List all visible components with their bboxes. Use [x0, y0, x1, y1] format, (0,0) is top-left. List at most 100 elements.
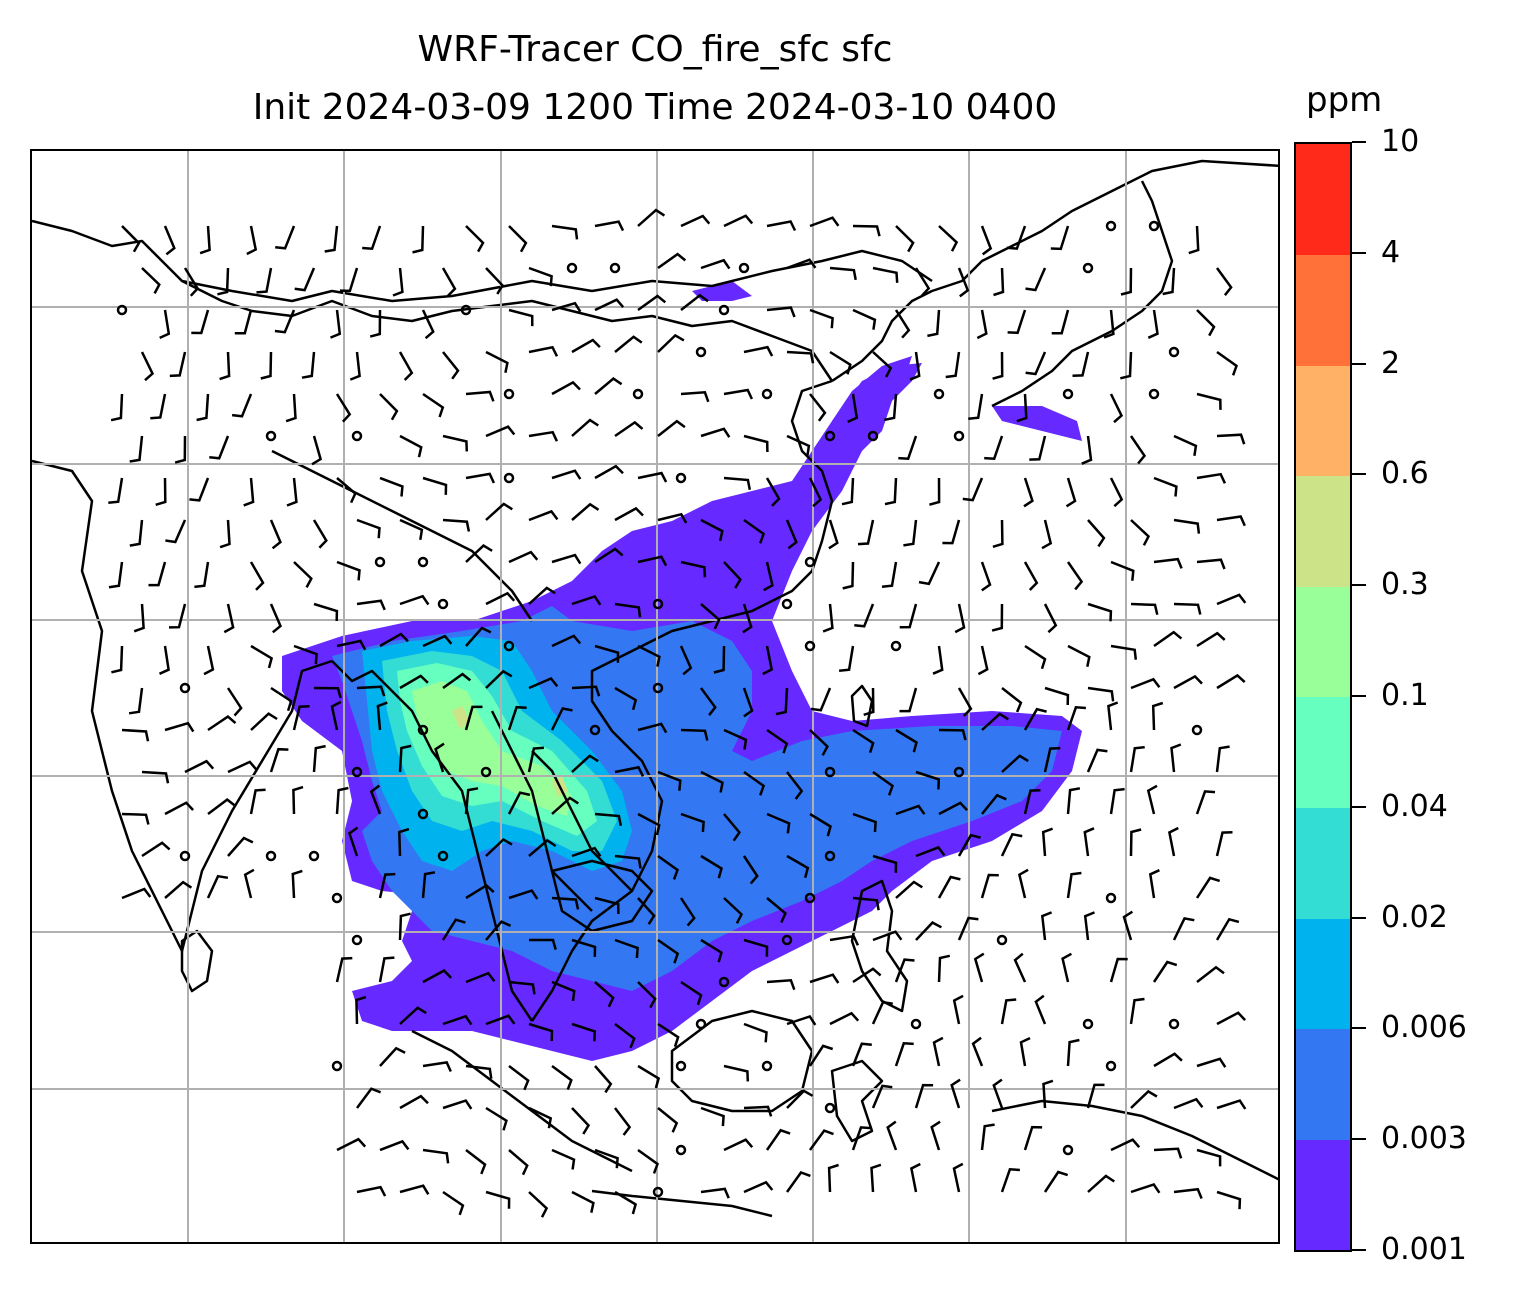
wind-barb	[992, 1078, 1004, 1109]
wind-barb	[441, 267, 457, 297]
coastline-india	[32, 459, 333, 953]
wind-barb	[637, 1064, 661, 1089]
wind-barb	[829, 266, 857, 281]
calm-wind-marker	[718, 304, 730, 316]
wind-barb	[571, 502, 600, 521]
colorbar-tick-label: 10	[1381, 124, 1420, 159]
calm-wind-marker	[1062, 388, 1074, 400]
wind-barb	[551, 224, 579, 240]
wind-barb	[981, 712, 1009, 731]
map-canvas	[32, 151, 1278, 1242]
wind-barb	[243, 868, 255, 899]
colorbar-segment	[1296, 254, 1350, 366]
wind-barb	[528, 430, 559, 442]
calm-wind-marker	[460, 304, 472, 316]
wind-barb	[1040, 911, 1053, 941]
calm-wind-marker	[351, 430, 363, 442]
wind-barb	[980, 225, 993, 256]
wind-barb	[929, 477, 941, 506]
wind-barb	[1007, 309, 1027, 335]
wind-barb	[847, 393, 859, 424]
wind-barb	[571, 1190, 595, 1213]
wind-barb	[1173, 602, 1202, 615]
wind-barb	[551, 301, 582, 313]
wind-barb	[269, 747, 289, 773]
calm-wind-marker	[824, 1102, 836, 1114]
wind-barb	[1087, 602, 1113, 622]
calm-wind-marker	[1148, 220, 1160, 232]
wind-barb	[957, 267, 970, 298]
wind-barb	[292, 705, 310, 731]
wind-barb	[336, 639, 367, 651]
wind-barb	[976, 309, 988, 340]
wind-barb	[700, 427, 731, 438]
wind-barb	[723, 1138, 754, 1152]
wind-barb	[1167, 826, 1179, 857]
wind-barb	[1129, 745, 1145, 773]
wind-barb	[189, 477, 210, 502]
wind-barb	[957, 833, 981, 857]
wind-barb	[657, 1107, 679, 1133]
wind-barb	[743, 1105, 773, 1117]
wind-barb	[398, 912, 411, 941]
wind-barb	[485, 502, 513, 521]
wind-barb	[465, 390, 495, 402]
calm-wind-marker	[1105, 220, 1117, 232]
wind-barb	[1216, 593, 1247, 606]
wind-barb	[1195, 790, 1216, 815]
wind-barb	[379, 393, 399, 421]
wind-barb	[700, 938, 723, 963]
wind-barb	[442, 351, 460, 380]
wind-barb	[243, 477, 255, 507]
wind-barb	[312, 744, 326, 773]
wind-barb	[766, 978, 796, 991]
wind-barb	[399, 434, 423, 458]
calm-wind-marker	[781, 934, 793, 946]
coastline-philippines	[850, 879, 909, 1013]
wind-barb	[1196, 631, 1226, 648]
wind-barb	[356, 599, 386, 611]
wind-barb	[838, 645, 855, 672]
wind-barb	[108, 561, 124, 589]
wind-barb	[1051, 309, 1070, 335]
wind-barb	[680, 214, 711, 228]
wind-barb	[111, 645, 124, 674]
calm-wind-marker	[910, 1018, 922, 1030]
tracer-plume	[282, 281, 1082, 1061]
wind-barb	[398, 351, 414, 381]
wind-barb	[571, 338, 601, 354]
wind-barb	[275, 225, 296, 250]
wind-barb	[1146, 784, 1158, 815]
wind-barb	[194, 561, 210, 589]
wind-barb	[528, 509, 559, 522]
calm-wind-marker	[1168, 346, 1180, 358]
wind-barb	[637, 555, 668, 567]
lat-lon-gridlines	[32, 151, 1278, 1242]
wind-barb	[398, 744, 412, 773]
wind-barb	[379, 1139, 410, 1152]
calm-wind-marker	[953, 766, 965, 778]
wind-barb	[637, 897, 656, 925]
wind-barb	[313, 686, 342, 699]
wind-barb	[421, 309, 435, 340]
wind-barb	[422, 476, 448, 495]
calm-wind-marker	[351, 934, 363, 946]
wind-barb	[952, 1162, 964, 1193]
wind-barb	[1173, 1187, 1203, 1199]
wind-barb	[1109, 787, 1125, 815]
wind-barb	[209, 435, 230, 460]
colorbar	[1294, 142, 1352, 1252]
wind-barb	[1072, 351, 1090, 378]
wind-barb	[108, 477, 124, 505]
wind-barb	[700, 1106, 725, 1127]
wind-barb	[231, 393, 253, 418]
wind-barb	[269, 603, 283, 634]
wind-barb	[121, 812, 150, 825]
calm-wind-marker	[331, 1060, 343, 1072]
border-laos-vietnam	[531, 750, 633, 892]
calm-wind-marker	[437, 598, 449, 610]
wind-barb	[274, 309, 296, 334]
colorbar-tick-label: 2	[1381, 345, 1401, 381]
wind-barb	[809, 729, 829, 756]
wind-barb	[937, 954, 951, 983]
